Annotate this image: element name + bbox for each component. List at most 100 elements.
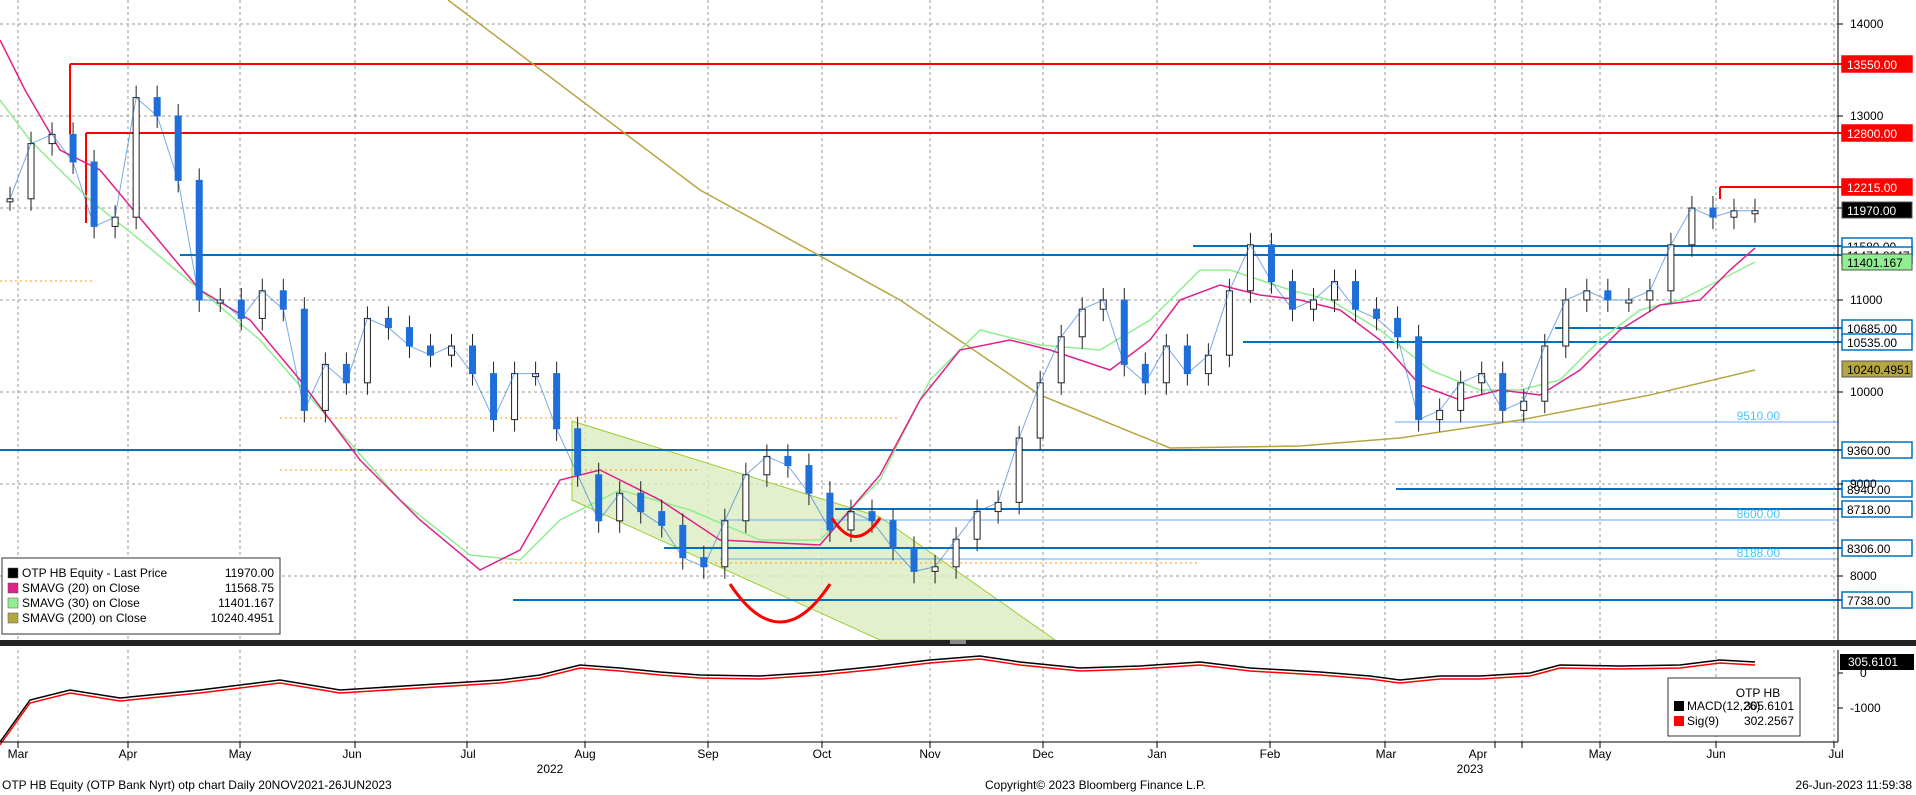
sma-20-line	[0, 39, 1756, 571]
price-candle	[1120, 299, 1128, 365]
price-candle	[721, 520, 729, 568]
price-chart: 13550.0012800.0012215.0011580.0011474.80…	[0, 0, 1916, 778]
price-candle	[952, 538, 960, 568]
macd-legend-box	[1667, 677, 1801, 737]
price-level-tag-label: 12800.00	[1847, 127, 1897, 141]
macd-legend-swatch	[1674, 716, 1684, 726]
price-candle	[595, 474, 603, 522]
price-candle	[553, 373, 561, 430]
x-axis-month-label: Mar	[8, 747, 29, 761]
price-level-tag-label: 10535.00	[1847, 336, 1897, 350]
price-candle	[174, 115, 182, 181]
macd-legend-value: 305.6101	[1744, 699, 1794, 713]
macd-line	[0, 655, 1756, 743]
price-candle	[405, 327, 413, 347]
price-legend-label: SMAVG (20) on Close	[22, 581, 140, 595]
x-axis-year-label: 2023	[1457, 762, 1484, 776]
price-candle	[616, 492, 624, 522]
price-level-tag-label: 9360.00	[1847, 444, 1891, 458]
macd-last-tag-box	[1840, 654, 1914, 670]
price-candle	[1036, 382, 1044, 439]
x-axis-month-label: Jun	[1706, 747, 1725, 761]
price-candle	[1541, 345, 1549, 402]
label-tag-text: 11401.167	[1847, 256, 1903, 270]
footer-timestamp: 26-Jun-2023 11:59:38	[1795, 778, 1912, 792]
x-axis-month-label: Apr	[1469, 747, 1488, 761]
price-candle	[195, 179, 203, 301]
price-candle	[279, 290, 287, 310]
price-candle	[1246, 244, 1254, 292]
x-axis-month-label: Jul	[460, 747, 475, 761]
price-candle	[490, 373, 498, 421]
price-candle	[1415, 336, 1423, 421]
price-level-tag: 8306.00	[1841, 539, 1913, 557]
price-candle	[973, 511, 981, 540]
footer-description: OTP HB Equity (OTP Bank Nyrt) otp chart …	[2, 778, 392, 792]
price-level-tag-label: 10685.00	[1847, 322, 1897, 336]
price-candle	[1688, 207, 1696, 246]
price-level-tag: 12800.00	[1841, 124, 1913, 142]
price-level-tag: 8940.00	[1841, 480, 1913, 498]
price-candle	[1162, 345, 1170, 384]
price-candle	[679, 524, 687, 559]
x-axis-month-label: Mar	[1376, 747, 1397, 761]
price-axis-label: 10000	[1850, 385, 1884, 399]
price-level-tag-box	[1841, 480, 1913, 498]
price-series	[6, 85, 1759, 584]
x-axis-month-label: May	[1589, 747, 1612, 761]
rounding-bottom-arc	[728, 583, 832, 624]
price-candle	[1204, 354, 1212, 375]
price-level-tag: 10685.00	[1841, 319, 1913, 337]
price-candle	[1015, 437, 1023, 503]
panel-separator-grip	[950, 640, 966, 644]
price-candle	[1057, 336, 1065, 384]
price-level-tag-box	[1841, 178, 1913, 196]
price-candle	[132, 97, 140, 218]
price-legend-value: 11568.75	[225, 581, 274, 595]
price-axis-label: 9000	[1850, 477, 1877, 491]
label-tag-box	[1841, 360, 1913, 378]
price-level-tag: 13550.00	[1841, 55, 1913, 73]
x-axis-month-label: Jun	[342, 747, 361, 761]
price-level-tag-label: 12215.00	[1847, 181, 1897, 195]
price-axis-label: 8000	[1850, 569, 1877, 583]
price-candle	[805, 465, 813, 494]
macd-axis-label: 0	[1860, 666, 1867, 680]
price-legend-value: 11401.167	[218, 596, 274, 610]
price-candle	[637, 492, 645, 513]
x-axis-month-label: Dec	[1032, 747, 1053, 761]
label-tag-box	[1841, 253, 1913, 271]
price-candle	[826, 492, 834, 531]
x-axis-year-label: 2022	[537, 762, 564, 776]
price-level-tag-box	[1841, 539, 1913, 557]
price-level-tag: 12215.00	[1841, 178, 1913, 196]
price-level-tag-box	[1841, 441, 1913, 459]
price-level-tag-box	[1841, 500, 1913, 518]
sma-200-line	[447, 0, 1756, 449]
price-candle	[1183, 345, 1191, 375]
price-candle	[658, 511, 666, 526]
price-candle	[300, 308, 308, 411]
price-legend-label: SMAVG (30) on Close	[22, 596, 140, 610]
price-axis-label: 11000	[1850, 293, 1883, 307]
price-level-tag-box	[1841, 124, 1913, 142]
price-candle	[1078, 308, 1086, 338]
price-candle	[742, 474, 750, 522]
price-level-tag-label: 13550.00	[1847, 58, 1897, 72]
macd-legend-value: 302.2567	[1744, 714, 1794, 728]
price-legend: OTP HB Equity - Last Price 11970.00 SMAVG …	[1, 557, 281, 635]
label-tag-text: 10240.4951	[1847, 363, 1911, 377]
price-level-tag: 9360.00	[1841, 441, 1913, 459]
price-candle	[1562, 299, 1570, 347]
price-level-tag: 7738.00	[1841, 591, 1913, 609]
price-candle	[69, 133, 77, 163]
price-candle	[847, 511, 855, 531]
price-legend-label: OTP HB Equity - Last Price	[22, 566, 167, 580]
price-close-line	[9, 96, 1755, 572]
reference-line-label: 8600.00	[1737, 507, 1781, 521]
price-level-tag-box	[1841, 591, 1913, 609]
price-level-tag-box	[1841, 55, 1913, 73]
